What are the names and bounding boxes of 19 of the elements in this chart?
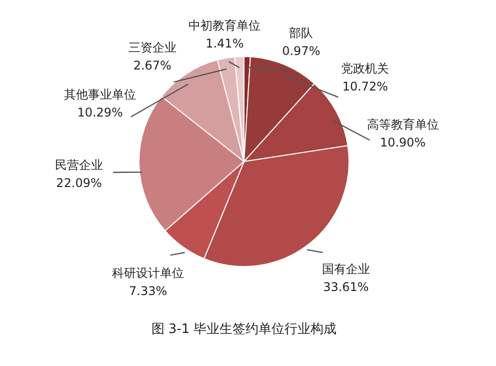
data-label: 2.67% bbox=[133, 58, 172, 73]
slice-label: 科研设计单位 bbox=[112, 266, 184, 280]
data-label: 33.61% bbox=[323, 280, 369, 294]
slice-label: 中初教育单位 bbox=[188, 18, 261, 32]
slice-label: 部队 bbox=[289, 26, 314, 40]
data-label: 1.41% bbox=[206, 36, 244, 50]
slice-label: 国有企业 bbox=[322, 262, 370, 276]
data-label: 10.29% bbox=[77, 106, 123, 120]
slice-label: 其他事业单位 bbox=[64, 88, 136, 102]
slice-label: 高等教育单位 bbox=[366, 117, 439, 132]
text: 图 3-1 毕业生签约单位行业构成 bbox=[151, 322, 337, 337]
data-label: 7.33% bbox=[129, 284, 168, 298]
data-label: 0.97% bbox=[282, 44, 320, 58]
slice-label: 党政机关 bbox=[341, 62, 390, 76]
data-label: 10.72% bbox=[342, 80, 388, 94]
data-label: 22.09% bbox=[56, 176, 102, 190]
slice-label: 三资企业 bbox=[128, 40, 176, 55]
slice-label: 民营企业 bbox=[55, 158, 104, 172]
data-label: 10.90% bbox=[380, 135, 426, 150]
